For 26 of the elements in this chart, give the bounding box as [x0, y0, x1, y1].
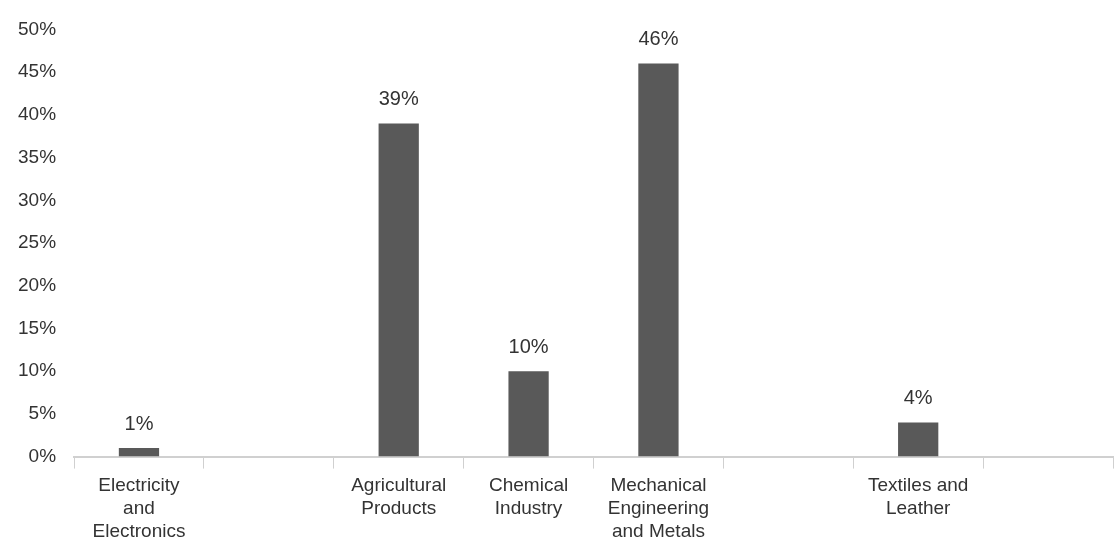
- bar: [378, 123, 419, 457]
- y-tick-label: 50%: [18, 17, 57, 39]
- x-tick-label: Agricultural Products: [351, 474, 447, 519]
- y-tick-label: 45%: [18, 60, 57, 82]
- data-label: 39%: [378, 86, 419, 109]
- y-tick-label: 15%: [18, 316, 57, 338]
- x-tick-label: Electricity and Electronics: [92, 474, 186, 541]
- data-label: 46%: [638, 27, 679, 50]
- y-tick-label: 30%: [18, 188, 57, 210]
- x-tick-label: Mechanical Engineering and Metals: [607, 474, 710, 541]
- bar: [898, 422, 939, 457]
- bar: [118, 448, 160, 457]
- x-tick-label: Textiles and Leather: [868, 474, 969, 519]
- y-tick-label: 5%: [28, 402, 57, 424]
- y-tick-label: 10%: [18, 359, 57, 381]
- x-tick-label: Chemical Industry: [488, 474, 569, 519]
- y-tick-label: 35%: [18, 145, 57, 167]
- data-label: 10%: [508, 334, 549, 357]
- y-tick-label: 0%: [28, 444, 57, 466]
- bar: [508, 371, 549, 457]
- data-label: 1%: [124, 411, 154, 434]
- data-label: 4%: [903, 385, 933, 408]
- y-tick-label: 25%: [18, 231, 57, 253]
- y-tick-label: 20%: [18, 273, 57, 295]
- bar: [638, 63, 679, 457]
- y-tick-label: 40%: [18, 103, 57, 125]
